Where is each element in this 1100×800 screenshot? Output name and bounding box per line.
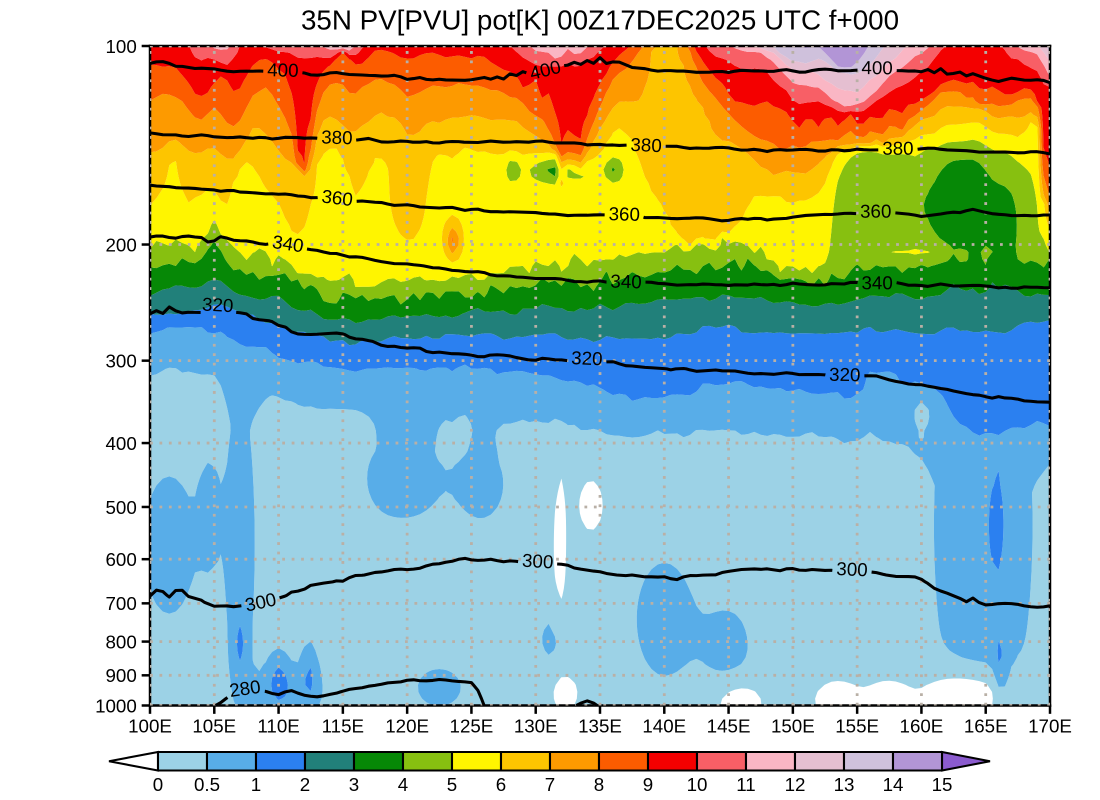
svg-text:12: 12	[785, 774, 806, 795]
svg-text:900: 900	[106, 665, 137, 686]
svg-text:360: 360	[608, 203, 640, 225]
svg-text:320: 320	[571, 347, 603, 369]
svg-text:5: 5	[447, 774, 457, 795]
svg-text:105E: 105E	[192, 715, 236, 736]
svg-text:115E: 115E	[322, 715, 364, 736]
svg-text:400: 400	[106, 433, 137, 454]
svg-text:110E: 110E	[257, 715, 299, 736]
svg-text:300: 300	[106, 350, 137, 371]
svg-text:320: 320	[202, 294, 234, 317]
svg-text:7: 7	[545, 774, 555, 795]
svg-text:13: 13	[834, 774, 855, 795]
svg-text:165E: 165E	[964, 715, 1008, 736]
svg-text:130E: 130E	[514, 715, 558, 736]
svg-text:0: 0	[153, 774, 163, 795]
svg-text:4: 4	[398, 774, 408, 795]
svg-text:300: 300	[522, 550, 554, 573]
svg-text:14: 14	[883, 774, 904, 795]
svg-text:380: 380	[321, 126, 353, 148]
svg-text:135E: 135E	[578, 715, 622, 736]
svg-text:155E: 155E	[835, 715, 879, 736]
svg-text:9: 9	[643, 774, 653, 795]
svg-text:1: 1	[251, 774, 261, 795]
svg-text:340: 340	[610, 271, 642, 293]
svg-text:2: 2	[300, 774, 310, 795]
svg-text:3: 3	[349, 774, 359, 795]
svg-text:8: 8	[594, 774, 604, 795]
svg-text:800: 800	[106, 631, 137, 652]
svg-text:1000: 1000	[95, 695, 137, 716]
svg-text:600: 600	[106, 549, 137, 570]
svg-text:380: 380	[630, 134, 662, 156]
svg-text:400: 400	[861, 57, 893, 78]
svg-text:100E: 100E	[128, 715, 172, 736]
svg-text:11: 11	[736, 774, 755, 795]
svg-text:380: 380	[882, 138, 913, 159]
svg-text:360: 360	[860, 201, 891, 222]
svg-text:200: 200	[106, 234, 137, 255]
svg-text:125E: 125E	[450, 715, 494, 736]
svg-text:160E: 160E	[900, 715, 944, 736]
svg-text:140E: 140E	[642, 715, 686, 736]
svg-text:35N PV[PVU] pot[K] 00Z17DEC202: 35N PV[PVU] pot[K] 00Z17DEC2025 UTC f+00…	[301, 4, 899, 35]
svg-text:170E: 170E	[1028, 715, 1072, 736]
svg-text:10: 10	[687, 774, 708, 795]
svg-text:500: 500	[106, 497, 137, 518]
svg-text:700: 700	[106, 593, 137, 614]
svg-text:0.5: 0.5	[194, 774, 220, 795]
svg-text:280: 280	[228, 676, 262, 701]
svg-text:120E: 120E	[385, 715, 429, 736]
svg-text:150E: 150E	[771, 715, 815, 736]
svg-text:100: 100	[106, 36, 137, 57]
svg-text:400: 400	[267, 59, 299, 81]
svg-text:15: 15	[932, 774, 953, 795]
svg-text:6: 6	[496, 774, 506, 795]
svg-text:340: 340	[861, 272, 892, 293]
svg-text:300: 300	[836, 558, 868, 580]
svg-text:145E: 145E	[707, 715, 751, 736]
svg-text:340: 340	[271, 231, 305, 257]
svg-text:360: 360	[320, 185, 354, 210]
svg-text:320: 320	[829, 364, 861, 386]
